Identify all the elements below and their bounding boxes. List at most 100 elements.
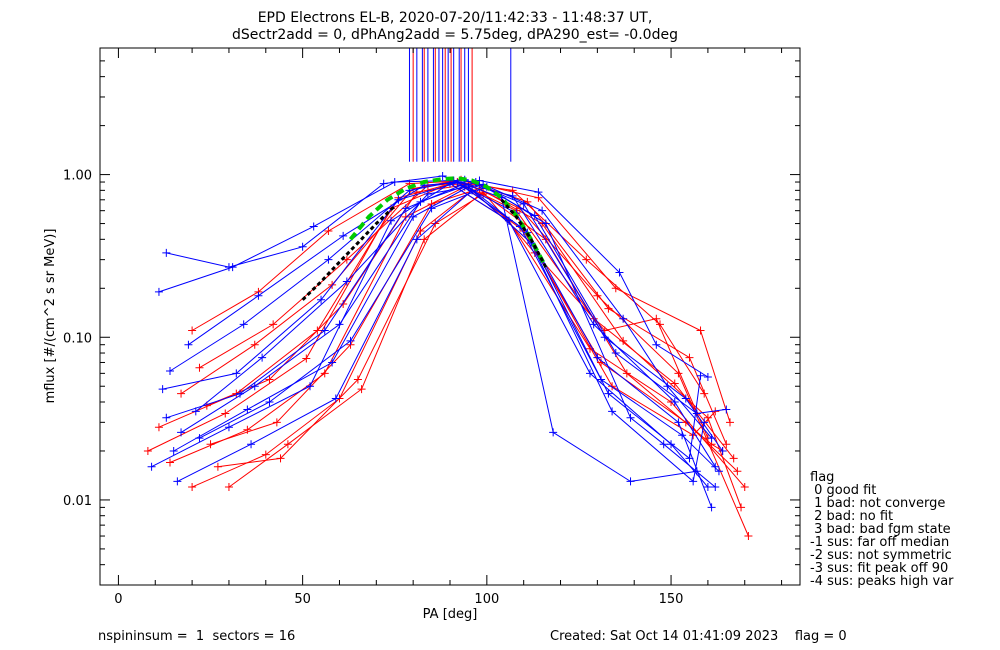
data-point-10-3 (420, 235, 429, 244)
data-point-19-8 (703, 372, 712, 381)
data-point-19-2 (339, 231, 348, 240)
data-point-21-3 (379, 179, 388, 188)
data-point-11-0 (147, 462, 156, 471)
footer-left: nspininsum = 1 sectors = 16 (98, 629, 295, 644)
data-point-10-7 (652, 314, 661, 323)
data-point-9-2 (339, 300, 348, 309)
series-line-7 (217, 193, 723, 468)
x-tick-label-1: 50 (294, 592, 311, 607)
legend-item-2: 2 bad: no fit (810, 509, 893, 524)
data-point-16-8 (696, 371, 705, 380)
data-point-4-6 (608, 382, 617, 391)
data-point-17-8 (700, 418, 709, 427)
data-point-17-0 (173, 477, 182, 486)
data-point-14-8 (714, 467, 723, 476)
data-point-6-1 (272, 418, 281, 427)
y-tick-label-0: 0.01 (63, 494, 92, 509)
data-point-16-6 (604, 389, 613, 398)
axes: 0 50 100 150 0.01 0.10 1.00 (63, 47, 800, 607)
x-tick-label-2: 100 (474, 592, 499, 607)
data-point-17-2 (331, 394, 340, 403)
data-point-16-2 (328, 358, 337, 367)
data-point-17-6 (608, 407, 617, 416)
data-point-11-6 (586, 369, 594, 378)
data-point-2-3 (401, 212, 410, 221)
plot-frame (99, 47, 801, 586)
data-point-20-5 (538, 206, 547, 215)
data-point-3-8 (722, 440, 731, 449)
y-axis-label: mflux [#/(cm^2 s sr MeV)] (43, 229, 58, 404)
data-point-5-8 (726, 418, 734, 427)
data-point-20-2 (342, 277, 351, 286)
data-point-15-0 (166, 367, 174, 376)
data-point-21-0 (162, 248, 171, 257)
data-point-17-7 (689, 477, 698, 486)
footer-right: Created: Sat Oct 14 01:41:09 2023 flag =… (550, 629, 847, 644)
series-line-13 (162, 182, 713, 508)
data-point-2-2 (320, 369, 329, 378)
series-line-5 (199, 183, 731, 423)
data-point-8-8 (700, 389, 709, 398)
data-point-5-0 (195, 363, 204, 372)
series-blue-15 (166, 175, 727, 455)
legend-item-6: -3 sus: fit peak off 90 (810, 561, 948, 576)
x-axis-label: PA [deg] (423, 607, 478, 622)
data-point-11-3 (387, 216, 396, 225)
data-point-14-7 (678, 431, 687, 440)
data-point-4-1 (261, 450, 270, 459)
data-point-16-0 (169, 446, 178, 455)
data-point-7-2 (353, 375, 362, 384)
data-point-21-7 (626, 477, 635, 486)
data-point-22-1 (265, 397, 274, 406)
data-point-21-2 (298, 242, 307, 251)
data-point-22-7 (659, 440, 668, 449)
series-blue-21 (162, 172, 701, 486)
data-point-13-1 (232, 369, 241, 378)
data-point-6-6 (619, 336, 628, 345)
data-point-12-8 (711, 462, 720, 471)
data-point-3-7 (685, 353, 694, 362)
data-point-15-2 (324, 255, 333, 264)
series-blue-14 (162, 181, 723, 476)
data-point-8-2 (324, 227, 333, 236)
data-point-16-7 (685, 454, 694, 463)
series-red-5 (195, 179, 734, 427)
y-tick-label-1: 0.10 (63, 331, 92, 346)
data-point-19-0 (184, 340, 193, 349)
data-point-5-2 (342, 255, 351, 264)
data-point-1-7 (670, 379, 679, 388)
data-point-10-2 (357, 385, 366, 394)
series-blue-20 (191, 180, 716, 443)
data-point-11-1 (224, 423, 233, 432)
data-point-3-1 (250, 340, 259, 349)
chart-title-line1: EPD Electrons EL-B, 2020-07-20/11:42:33 … (258, 10, 653, 26)
data-point-18-0 (177, 428, 186, 437)
series-red-7 (213, 189, 727, 471)
data-point-10-0 (224, 483, 233, 492)
data-point-5-7 (696, 326, 705, 335)
data-point-18-6 (611, 349, 620, 358)
data-point-6-0 (206, 440, 215, 449)
data-point-2-8 (733, 467, 742, 476)
series-line-1 (158, 181, 735, 459)
fit-curve-1 (301, 205, 396, 301)
data-point-10-1 (283, 440, 292, 449)
data-point-13-8 (707, 503, 716, 512)
legend-title: flag (810, 470, 834, 485)
legend-item-1: 1 bad: not converge (810, 496, 945, 511)
data-point-6-8 (737, 503, 746, 512)
data-point-6-7 (703, 413, 712, 422)
data-point-0-0 (143, 446, 152, 455)
series-line-11 (151, 183, 709, 488)
data-point-2-0 (166, 458, 174, 467)
data-point-22-6 (626, 413, 635, 422)
x-tick-label-3: 150 (659, 592, 684, 607)
data-point-18-8 (722, 405, 731, 414)
data-point-11-8 (703, 483, 712, 492)
legend-item-0: 0 good fit (810, 483, 876, 498)
data-point-20-3 (423, 189, 432, 198)
data-point-13-7 (674, 418, 683, 427)
data-point-1-0 (154, 423, 163, 432)
fit-curve-2 (500, 198, 548, 268)
